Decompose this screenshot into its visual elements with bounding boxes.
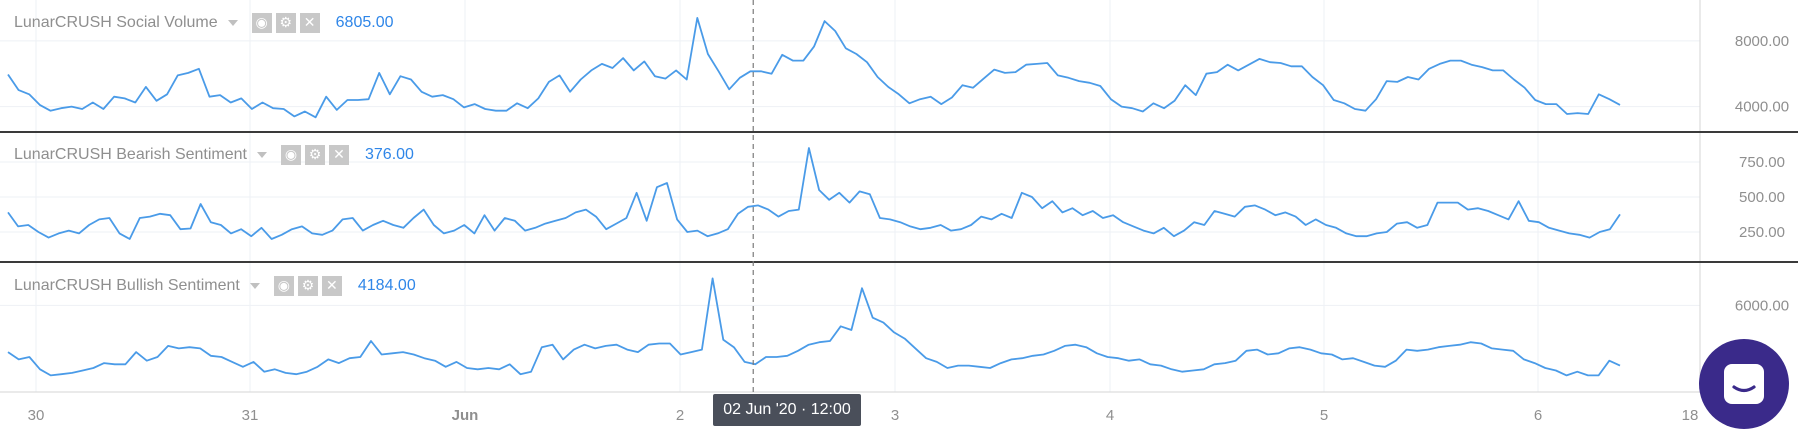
series-title: LunarCRUSH Bearish Sentiment [14,146,247,163]
eye-icon[interactable]: ◉ [273,276,294,296]
x-tick-label: 3 [891,407,899,424]
pane-legend-social-volume: LunarCRUSH Social Volume ◉ ⚙ ✕ 6805.00 [14,11,394,35]
series-current-value: 376.00 [365,146,414,163]
close-icon[interactable]: ✕ [329,145,349,165]
x-tick-label: 6 [1534,407,1542,424]
series-title: LunarCRUSH Social Volume [14,14,218,31]
x-tick-label: 31 [242,407,259,424]
series-line [7,17,1621,119]
series-line [7,277,1621,377]
chevron-down-icon[interactable] [249,283,260,289]
pane-legend-bullish-sentiment: LunarCRUSH Bullish Sentiment ◉ ⚙ ✕ 4184.… [14,274,416,298]
x-tick-label: 5 [1320,407,1328,424]
close-icon[interactable]: ✕ [321,276,342,296]
x-tick-label: 18 [1682,407,1699,424]
gear-icon[interactable]: ⚙ [297,276,318,296]
x-tick-label: 2 [676,407,684,424]
eye-icon[interactable]: ◉ [281,145,301,165]
series-title: LunarCRUSH Bullish Sentiment [14,277,240,294]
chevron-down-icon[interactable] [227,20,238,26]
y-tick-label: 750.00 [1739,154,1785,171]
y-tick-label: 8000.00 [1735,33,1789,50]
series-current-value: 4184.00 [357,277,416,294]
gear-icon[interactable]: ⚙ [275,13,296,33]
pane-legend-bearish-sentiment: LunarCRUSH Bearish Sentiment ◉ ⚙ ✕ 376.0… [14,143,414,167]
crosshair-time-label: 02 Jun '20 · 12:00 [713,394,861,426]
chat-icon [1724,364,1764,404]
eye-icon[interactable]: ◉ [251,13,272,33]
y-tick-label: 250.00 [1739,224,1785,241]
chevron-down-icon[interactable] [257,152,267,158]
time-axis [0,392,1798,436]
close-icon[interactable]: ✕ [299,13,320,33]
series-current-value: 6805.00 [335,14,394,31]
y-tick-label: 6000.00 [1735,297,1789,314]
x-tick-label: 4 [1106,407,1114,424]
gear-icon[interactable]: ⚙ [305,145,325,165]
y-tick-label: 4000.00 [1735,99,1789,116]
series-line [7,147,1621,240]
chat-launcher-button[interactable] [1699,339,1789,429]
y-tick-label: 500.00 [1739,189,1785,206]
x-tick-label: Jun [452,407,479,424]
x-tick-label: 30 [28,407,45,424]
